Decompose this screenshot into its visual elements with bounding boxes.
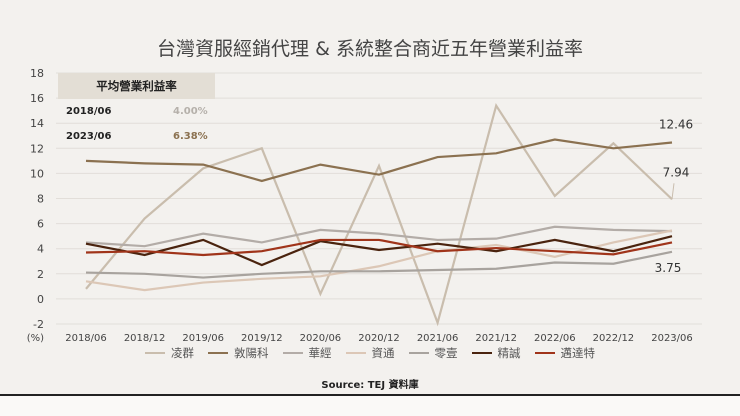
- legend: 凌群 敦陽科 華經 資通 零壹 精誠 邁達特: [0, 345, 740, 361]
- x-tick-label: 2021/06: [417, 333, 459, 344]
- x-tick-label: 2018/12: [124, 333, 166, 344]
- y-tick-label: 6: [37, 218, 44, 231]
- data-label: 7.94: [663, 165, 690, 179]
- x-tick-label: 2019/12: [241, 333, 283, 344]
- x-tick-label: 2020/12: [358, 333, 400, 344]
- average-row-value: 4.00%: [173, 106, 208, 117]
- y-axis-unit: (%): [27, 333, 44, 344]
- legend-label: 凌群: [171, 346, 194, 360]
- y-tick-label: 14: [30, 117, 44, 130]
- x-tick-label: 2022/06: [534, 333, 576, 344]
- legend-item: 敦陽科: [208, 345, 269, 361]
- x-tick-label: 2021/12: [475, 333, 517, 344]
- series-line-邁達特: [85, 238, 673, 257]
- legend-swatch: [408, 352, 429, 354]
- legend-label: 敦陽科: [234, 346, 269, 360]
- average-table-header: 平均營業利益率: [58, 73, 215, 99]
- series-line-敦陽科: [85, 138, 673, 183]
- y-tick-label: 8: [37, 193, 44, 206]
- legend-label: 華經: [308, 346, 332, 360]
- annotation-leader: [671, 183, 675, 200]
- legend-item: 邁達特: [534, 345, 596, 361]
- chart-title: 台灣資服經銷代理 & 系統整合商近五年營業利益率: [157, 38, 583, 60]
- series-line-零壹: [85, 250, 673, 279]
- legend-swatch: [345, 352, 366, 354]
- average-row-2023: 2023/06 6.38%: [58, 124, 215, 149]
- legend-swatch: [282, 352, 303, 354]
- average-row-value: 6.38%: [173, 131, 208, 142]
- y-tick-label: -2: [33, 318, 44, 331]
- legend-label: 精誠: [497, 346, 521, 360]
- legend-label: 資通: [371, 346, 395, 360]
- legend-item: 精誠: [471, 345, 521, 361]
- divider: [0, 394, 740, 396]
- bottom-strip: [0, 396, 740, 416]
- source-note: Source: TEJ 資料庫: [321, 380, 419, 391]
- legend-item: 資通: [345, 345, 395, 361]
- average-margin-table: 平均營業利益率 2018/06 4.00% 2023/06 6.38%: [58, 73, 215, 149]
- legend-swatch: [471, 352, 492, 354]
- x-tick-label: 2020/06: [300, 333, 342, 344]
- legend-swatch: [145, 352, 165, 354]
- legend-label: 零壹: [434, 346, 458, 360]
- x-tick-label: 2018/06: [65, 333, 107, 344]
- data-label: 12.46: [659, 118, 693, 132]
- x-tick-label: 2023/06: [651, 333, 693, 344]
- y-tick-label: 0: [37, 293, 44, 306]
- legend-label: 邁達特: [560, 346, 596, 360]
- average-row-label: 2018/06: [66, 106, 112, 117]
- average-row-label: 2023/06: [66, 131, 112, 142]
- legend-swatch: [534, 352, 555, 354]
- series-line-華經: [85, 225, 673, 248]
- y-tick-label: 16: [30, 92, 44, 105]
- legend-item: 凌群: [145, 345, 194, 361]
- series-line-精誠: [85, 235, 673, 267]
- average-row-2018: 2018/06 4.00%: [58, 99, 215, 124]
- data-label: 3.75: [655, 261, 682, 275]
- y-tick-label: 18: [30, 67, 44, 80]
- x-tick-label: 2019/06: [182, 333, 224, 344]
- series-line-凌群: [85, 102, 673, 327]
- x-tick-label: 2022/12: [593, 333, 635, 344]
- y-tick-label: 2: [37, 268, 44, 281]
- y-tick-label: 12: [30, 142, 44, 155]
- legend-item: 華經: [282, 345, 332, 361]
- legend-item: 零壹: [408, 345, 458, 361]
- y-tick-label: 4: [37, 243, 44, 256]
- legend-swatch: [208, 352, 228, 354]
- y-tick-label: 10: [30, 167, 44, 180]
